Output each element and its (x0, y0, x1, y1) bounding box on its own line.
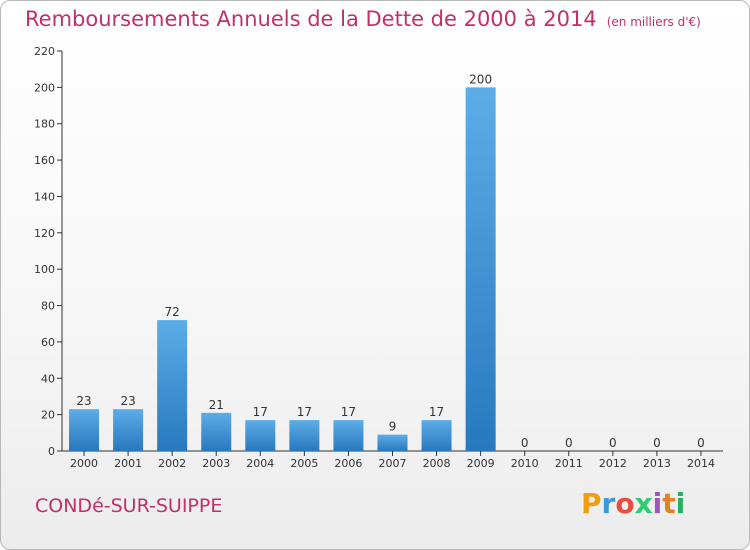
x-tick-label: 2008 (423, 457, 451, 470)
data-label: 23 (76, 394, 91, 408)
bar (113, 409, 144, 451)
data-label: 17 (429, 405, 444, 419)
y-tick-label: 120 (34, 227, 55, 240)
x-tick-label: 2013 (643, 457, 671, 470)
data-labels: 23 23 72 21 17 17 17 9 17 200 0 0 0 0 0 (76, 72, 704, 450)
data-label: 0 (697, 436, 705, 450)
logo-letter: r (601, 487, 616, 520)
x-tick-label: 2002 (158, 457, 186, 470)
x-tick-label: 2009 (467, 457, 495, 470)
data-label: 17 (253, 405, 268, 419)
data-label: 0 (609, 436, 617, 450)
bar (333, 420, 364, 451)
x-tick-label: 2011 (555, 457, 583, 470)
logo-letter: i (675, 487, 686, 520)
logo-letter: x (634, 487, 653, 520)
title-unit: (en milliers d'€) (606, 15, 701, 29)
x-tick-label: 2004 (246, 457, 274, 470)
data-label: 23 (120, 394, 135, 408)
data-label: 9 (389, 420, 397, 434)
x-tick-label: 2010 (511, 457, 539, 470)
data-label: 17 (341, 405, 356, 419)
y-tick-label: 160 (34, 154, 55, 167)
bar (465, 87, 496, 451)
y-tick-label: 180 (34, 118, 55, 131)
x-tick-label: 2000 (70, 457, 98, 470)
logo-letter: i (652, 487, 663, 520)
data-label: 17 (297, 405, 312, 419)
x-tick-label: 2001 (114, 457, 142, 470)
bars (69, 87, 496, 451)
x-tick-label: 2014 (687, 457, 715, 470)
bar (245, 420, 276, 451)
bar (157, 320, 188, 451)
bar (201, 412, 232, 451)
y-tick-label: 60 (41, 336, 55, 349)
bar (289, 420, 320, 451)
x-tick-label: 2006 (334, 457, 362, 470)
title-text: Remboursements Annuels de la Dette de 20… (25, 7, 597, 31)
logo-letter: P (581, 487, 602, 520)
x-tick-label: 2007 (379, 457, 407, 470)
logo-letter: o (615, 487, 635, 520)
y-tick-label: 200 (34, 81, 55, 94)
x-tick-label: 2005 (290, 457, 318, 470)
data-label: 21 (209, 398, 224, 412)
y-tick-label: 40 (41, 372, 55, 385)
data-label: 200 (469, 72, 492, 86)
bar (69, 409, 100, 451)
y-tick-label: 220 (34, 45, 55, 58)
proxiti-logo: Proxiti (581, 487, 685, 520)
city-name: CONDé-SUR-SUIPPE (35, 495, 223, 517)
chart-title: Remboursements Annuels de la Dette de 20… (25, 7, 701, 31)
data-label: 0 (521, 436, 529, 450)
data-label: 0 (653, 436, 661, 450)
bar (377, 434, 408, 451)
y-tick-label: 80 (41, 300, 55, 313)
y-tick-label: 140 (34, 190, 55, 203)
data-label: 0 (565, 436, 573, 450)
data-label: 72 (165, 305, 180, 319)
y-tick-label: 20 (41, 409, 55, 422)
y-tick-label: 0 (48, 445, 55, 458)
x-tick-label: 2012 (599, 457, 627, 470)
x-tick-label: 2003 (202, 457, 230, 470)
logo-letter: t (662, 487, 676, 520)
bar (421, 420, 452, 451)
y-tick-label: 100 (34, 263, 55, 276)
